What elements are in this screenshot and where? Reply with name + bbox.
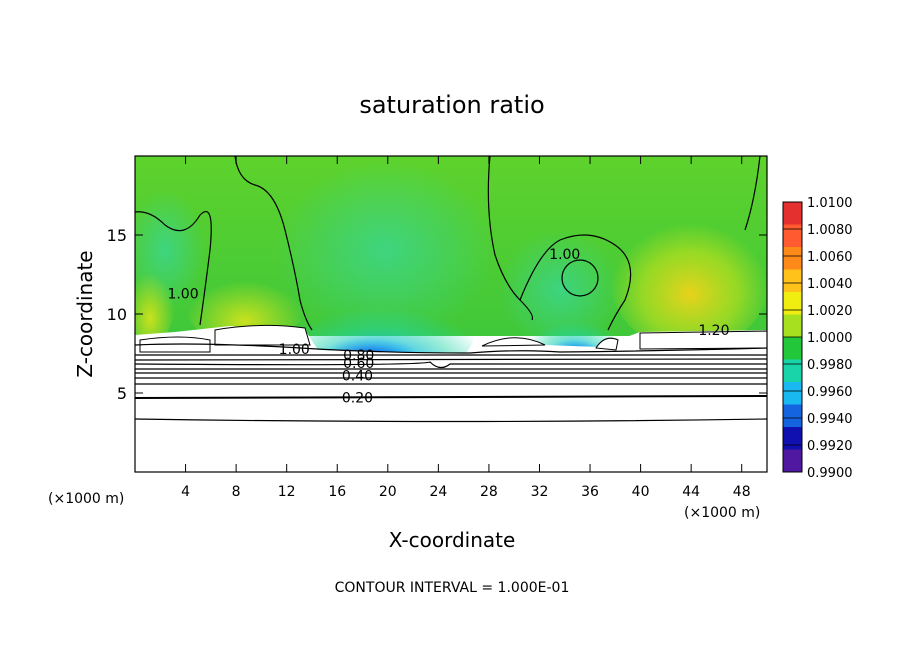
colorbar-label: 1.0100: [807, 196, 853, 211]
contour-label: 0.40: [342, 369, 373, 385]
x-tick-label: 44: [682, 484, 700, 500]
contour-label: 0.20: [342, 391, 373, 407]
x-tick-label: 12: [278, 484, 296, 500]
x-unit-label: (×1000 m): [684, 505, 760, 521]
colorbar: 1.0100 1.0080 1.0060 1.0040 1.0020 1.0000 0.99…: [782, 196, 853, 481]
colorbar-swatch: [783, 292, 802, 315]
colorbar-swatch: [783, 202, 802, 225]
colorbar-label: 0.9980: [807, 358, 853, 373]
x-tick-label: 32: [531, 484, 549, 500]
x-tick-label: 4: [181, 484, 190, 500]
chart-title: saturation ratio: [359, 91, 544, 119]
contour-label: 0.80: [343, 348, 374, 364]
colorbar-label: 0.9900: [807, 466, 853, 481]
x-tick-label: 8: [232, 484, 241, 500]
colorbar-swatch: [783, 427, 802, 450]
contour-lines: [135, 156, 767, 423]
colorbar-label: 0.9960: [807, 385, 853, 400]
y-tick-label: 15: [107, 226, 127, 245]
colorbar-label: 0.9940: [807, 412, 853, 427]
colorbar-swatch: [783, 337, 802, 360]
colorbar-label: 1.0080: [807, 223, 853, 238]
colorbar-swatch: [783, 269, 802, 293]
x-tick-label: 40: [632, 484, 650, 500]
x-tick-label: 24: [429, 484, 447, 500]
y-unit-label: (×1000 m): [48, 491, 124, 507]
contour-label: 1.00: [167, 286, 198, 302]
x-axis-label: X-coordinate: [389, 528, 516, 552]
colorbar-label: 1.0040: [807, 277, 853, 292]
x-tick-label: 20: [379, 484, 397, 500]
contour-labels: 1.00 1.00 1.20 1.00 0.800.600.40 0.20: [167, 247, 729, 407]
colorbar-label: 1.0020: [807, 304, 853, 319]
colorbar-swatch: [783, 449, 802, 473]
colorbar-swatch: [783, 247, 802, 270]
heatmap-field: [135, 156, 767, 472]
contour-interval-note: CONTOUR INTERVAL = 1.000E-01: [335, 580, 570, 596]
x-tick-label: 28: [480, 484, 498, 500]
y-tick-label: 5: [117, 384, 127, 403]
x-tick-label: 36: [581, 484, 599, 500]
x-tick-label: 48: [733, 484, 751, 500]
colorbar-swatch: [783, 404, 802, 428]
colorbar-label: 0.9920: [807, 439, 853, 454]
x-axis: 4 8 12 16 20 24 28 32 36 40 44 48: [181, 156, 751, 500]
colorbar-swatch: [783, 382, 802, 405]
colorbar-swatch: [783, 359, 802, 383]
x-tick-label: 16: [328, 484, 346, 500]
colorbar-swatch: [783, 314, 802, 338]
colorbar-label: 1.0060: [807, 250, 853, 265]
colorbar-swatch: [783, 224, 802, 248]
y-axis: 5 10 15: [107, 226, 767, 403]
contour-label: 1.00: [279, 342, 310, 358]
contour-label: 1.20: [698, 323, 729, 339]
contour-label: 0.60: [343, 356, 374, 372]
colorbar-label: 1.0000: [807, 331, 853, 346]
y-tick-label: 10: [107, 305, 127, 324]
contour-label: 1.00: [549, 247, 580, 263]
y-axis-label: Z-coordinate: [73, 250, 97, 377]
